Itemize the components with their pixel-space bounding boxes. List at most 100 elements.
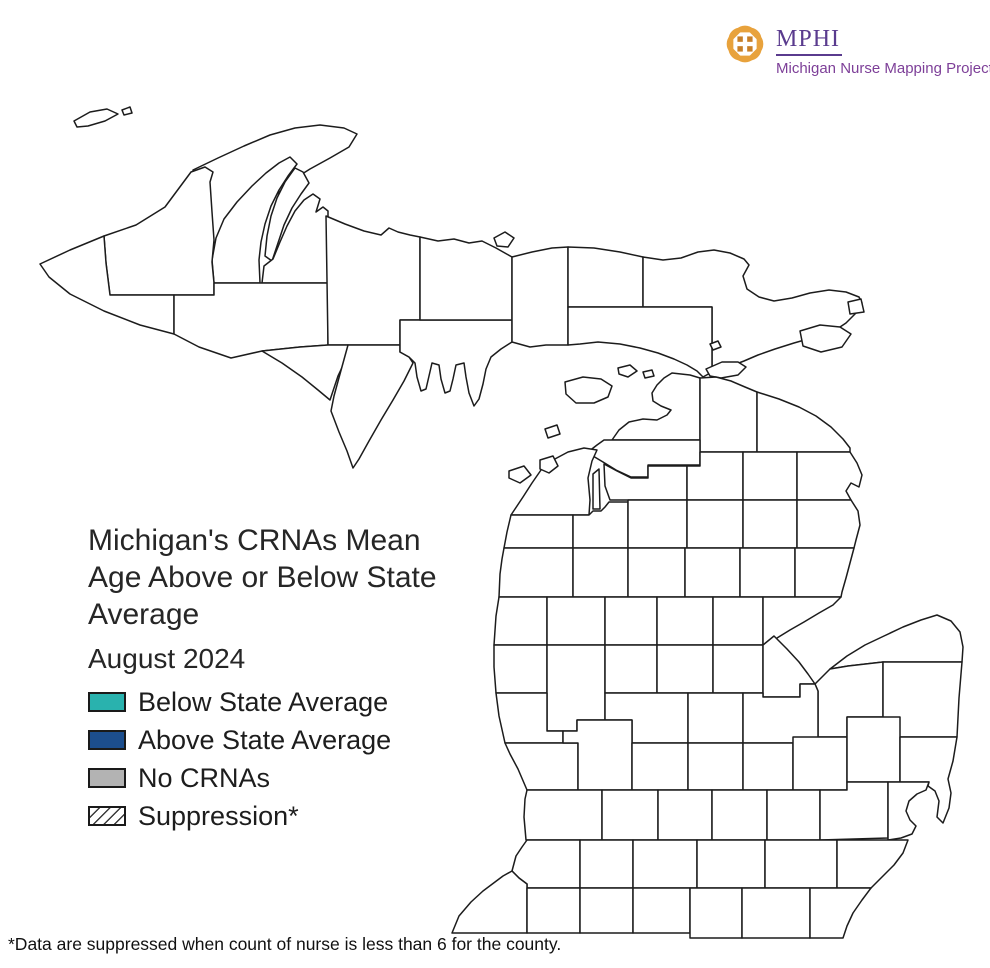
county-genesee <box>792 736 848 791</box>
county-kalkaska <box>627 499 688 549</box>
island-grand-island <box>493 231 515 248</box>
county-benzie <box>503 514 574 549</box>
county-alpena <box>796 451 863 501</box>
county-emmet <box>611 372 701 441</box>
county-presque-isle <box>756 391 851 453</box>
county-schoolcraft <box>511 246 569 348</box>
county-lenawee <box>741 887 811 939</box>
legend-item-suppression: Suppression* <box>88 800 508 831</box>
title-block: Michigan's CRNAs Mean Age Above or Below… <box>88 522 508 831</box>
county-midland <box>712 644 764 694</box>
county-branch <box>632 887 691 934</box>
county-oakland <box>819 781 889 841</box>
mphi-logo: MPHI Michigan Nurse Mapping Project <box>720 18 990 77</box>
map-title-line-1: Michigan's CRNAs Mean <box>88 524 421 557</box>
county-berrien <box>451 870 528 934</box>
island-sugar <box>847 298 865 315</box>
map-title-line-3: Average <box>88 598 200 631</box>
county-washtenaw <box>764 839 838 889</box>
county-lapeer <box>846 716 901 783</box>
county-hillsdale <box>689 887 743 939</box>
county-menominee <box>330 344 414 469</box>
county-calhoun <box>632 839 698 889</box>
county-monroe <box>809 887 872 939</box>
legend: Below State Average Above State Average … <box>88 686 508 831</box>
map-date: August 2024 <box>88 643 246 674</box>
county-ingham <box>711 789 768 841</box>
county-houghton <box>211 156 298 284</box>
logo-project-name: Michigan Nurse Mapping Project <box>776 60 990 77</box>
county-ontonagon <box>103 166 215 296</box>
county-crawford <box>686 499 744 549</box>
county-wayne <box>836 839 909 889</box>
legend-swatch-above <box>88 730 126 750</box>
county-osceola <box>604 596 658 646</box>
county-leelanau <box>510 447 598 516</box>
footnote: *Data are suppressed when count of nurse… <box>8 934 562 954</box>
old-mission-peninsula <box>592 468 601 510</box>
county-st-joseph <box>579 887 634 934</box>
county-ottawa <box>504 742 579 791</box>
county-ogemaw <box>739 547 796 598</box>
county-delta <box>399 319 513 407</box>
county-luce <box>567 246 644 308</box>
mphi-knot-icon <box>726 25 764 63</box>
county-macomb <box>887 781 930 841</box>
keweenaw-bay-water <box>264 167 310 262</box>
county-clare <box>656 596 714 646</box>
county-lake <box>546 596 606 646</box>
legend-swatch-below <box>88 692 126 712</box>
county-jackson <box>696 839 766 889</box>
county-st-clair <box>899 736 958 824</box>
legend-label-below: Below State Average <box>138 686 389 717</box>
county-missaukee <box>627 547 686 598</box>
county-eaton <box>657 789 713 841</box>
island-garden <box>617 364 638 378</box>
island-bois-blanc <box>705 361 747 379</box>
county-barry <box>601 789 659 841</box>
county-cass <box>526 887 581 934</box>
county-alcona <box>796 499 861 549</box>
legend-label-no-crnas: No CRNAs <box>138 762 271 793</box>
county-gladwin <box>712 596 764 646</box>
legend-item-no-crnas: No CRNAs <box>88 762 508 793</box>
county-manistee <box>498 547 574 598</box>
county-livingston <box>766 789 821 841</box>
legend-swatch-suppression <box>88 806 126 826</box>
county-oscoda <box>742 499 798 549</box>
county-isabella <box>656 644 714 694</box>
island-drummond <box>799 324 852 353</box>
island-isle-royale <box>73 108 119 128</box>
legend-label-suppression: Suppression* <box>138 800 299 831</box>
island-mackinac <box>709 340 722 351</box>
county-gratiot <box>687 692 744 744</box>
county-huron <box>829 614 964 670</box>
legend-item-above: Above State Average <box>88 724 508 755</box>
logo-org-abbr: MPHI <box>776 26 843 56</box>
county-alger <box>419 236 513 321</box>
map-title-line-2: Age Above or Below State <box>88 561 437 594</box>
legend-label-above: Above State Average <box>138 724 392 755</box>
county-roscommon <box>684 547 741 598</box>
island-isle-royale-islet <box>121 106 133 116</box>
county-newaygo <box>546 644 606 732</box>
county-cheboygan <box>699 376 758 453</box>
county-montmorency <box>742 451 798 501</box>
county-clinton <box>687 742 744 791</box>
county-mecosta <box>604 644 658 694</box>
island-beaver <box>564 376 613 404</box>
county-kalamazoo <box>579 839 634 889</box>
island-north-manitou <box>539 455 559 474</box>
county-shiawassee <box>742 742 794 791</box>
island-hog <box>642 369 655 379</box>
county-antrim <box>603 463 688 501</box>
county-iosco <box>794 547 855 598</box>
legend-item-below: Below State Average <box>88 686 508 717</box>
island-south-manitou <box>508 465 532 484</box>
island-fox <box>544 424 561 439</box>
county-ionia <box>631 742 689 791</box>
county-dickinson <box>261 344 349 401</box>
county-wexford <box>572 547 629 598</box>
